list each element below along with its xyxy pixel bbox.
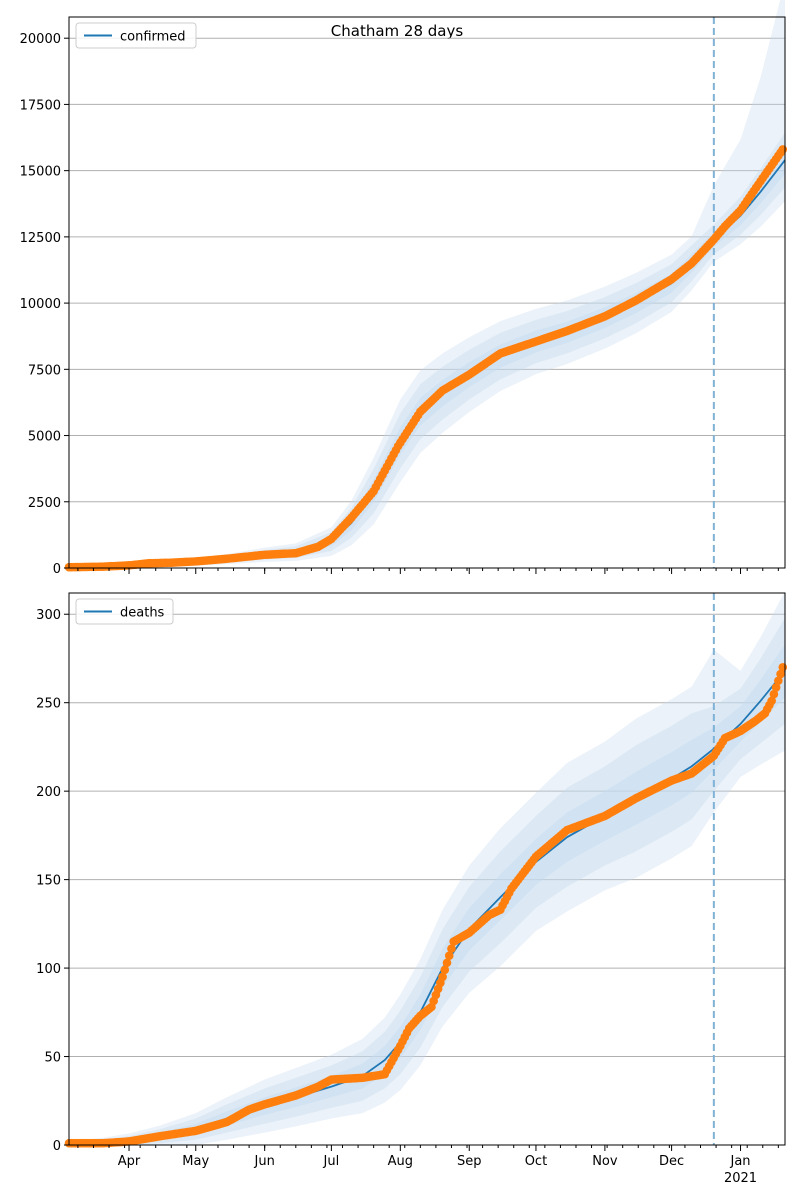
- deaths-x-axis: Apr May Jun Jul Aug Sep Oct Nov Dec Jan 2021: [77, 1145, 779, 1186]
- deaths-xtick-label-4: Aug: [388, 1154, 413, 1169]
- confirmed-ytick-label-8: 20000: [20, 32, 61, 47]
- confirmed-ytick-label-4: 10000: [20, 297, 61, 312]
- confirmed-x-axis: [77, 568, 779, 574]
- confirmed-axes-frame: [68, 16, 786, 569]
- deaths-legend: deaths: [75, 598, 174, 625]
- deaths-xtick-label-8: Dec: [659, 1154, 684, 1169]
- deaths-y-axis: 0 50 100 150 200 250 300: [36, 608, 69, 1154]
- deaths-xtick-label-7: Nov: [592, 1154, 618, 1169]
- deaths-observed-point-171: [444, 951, 454, 960]
- deaths-observed-point-168: [438, 972, 447, 982]
- deaths-ytick-label-3: 150: [36, 874, 61, 889]
- deaths-observed-points: [64, 663, 788, 1148]
- confirmed-fit-line: [68, 159, 786, 569]
- confirmed-ytick-label-6: 15000: [20, 165, 61, 180]
- deaths-ytick-label-2: 100: [36, 962, 61, 977]
- confirmed-gridlines: [69, 37, 785, 569]
- deaths-observed-point-317: [769, 689, 779, 699]
- deaths-observed-point-316: [767, 696, 776, 706]
- deaths-observed-point-170: [442, 958, 452, 968]
- deaths-confidence-bands: [69, 591, 785, 1145]
- figure-title: Chatham 28 days: [331, 22, 464, 40]
- deaths-observed-point-320: [776, 669, 785, 679]
- confirmed-ytick-label-0: 0: [53, 562, 61, 577]
- deaths-band-0: [69, 591, 785, 1145]
- deaths-observed-point-169: [440, 965, 450, 975]
- confirmed-confidence-bands: [69, 0, 785, 568]
- confirmed-ytick-label-7: 17500: [20, 98, 61, 113]
- deaths-observed-point-172: [447, 944, 456, 953]
- deaths-xtick-label-0: Apr: [118, 1154, 141, 1169]
- confirmed-band-2: [69, 146, 785, 568]
- confirmed-legend-label: confirmed: [120, 30, 186, 45]
- deaths-legend-label: deaths: [120, 606, 165, 621]
- deaths-ytick-label-6: 300: [36, 608, 61, 623]
- deaths-gridlines: [69, 613, 785, 1146]
- deaths-xtick-label-2: Jun: [254, 1154, 275, 1169]
- deaths-axes-frame: [68, 592, 786, 1146]
- confirmed-ytick-label-5: 12500: [20, 231, 61, 246]
- deaths-ytick-label-0: 0: [53, 1139, 61, 1154]
- confirmed-observed-point-321: [778, 145, 788, 154]
- year-label: 2021: [724, 1171, 757, 1186]
- deaths-observed-point-321: [778, 663, 788, 672]
- deaths-xtick-label-9: Jan: [730, 1154, 751, 1169]
- deaths-ytick-label-1: 50: [44, 1051, 61, 1066]
- deaths-observed-point-319: [774, 676, 783, 686]
- deaths-panel: 0 50 100 150 200 250 300 Apr May Jun Jul Aug Sep Oct…: [36, 591, 788, 1186]
- deaths-ytick-label-4: 200: [36, 785, 61, 800]
- deaths-xtick-label-1: May: [182, 1154, 209, 1169]
- confirmed-ytick-label-2: 5000: [28, 430, 61, 445]
- deaths-xtick-label-6: Oct: [525, 1154, 547, 1169]
- deaths-observed-point-318: [771, 683, 781, 692]
- confirmed-ytick-label-3: 7500: [28, 363, 61, 378]
- confirmed-ytick-label-1: 2500: [28, 496, 61, 511]
- deaths-legend-box: [75, 598, 174, 625]
- deaths-xtick-label-5: Sep: [457, 1154, 482, 1169]
- confirmed-legend-box: [75, 22, 197, 49]
- confirmed-legend: confirmed: [75, 22, 197, 49]
- confirmed-observed-points: [64, 145, 788, 572]
- deaths-xtick-label-3: Jul: [323, 1154, 340, 1169]
- deaths-ytick-label-5: 250: [36, 697, 61, 712]
- confirmed-panel: 0 2500 5000 7500 10000 12500 15000 17500 20000 c…: [20, 0, 788, 577]
- confirmed-y-axis: 0 2500 5000 7500 10000 12500 15000 17500 20000: [20, 32, 69, 577]
- confirmed-band-0: [69, 0, 785, 568]
